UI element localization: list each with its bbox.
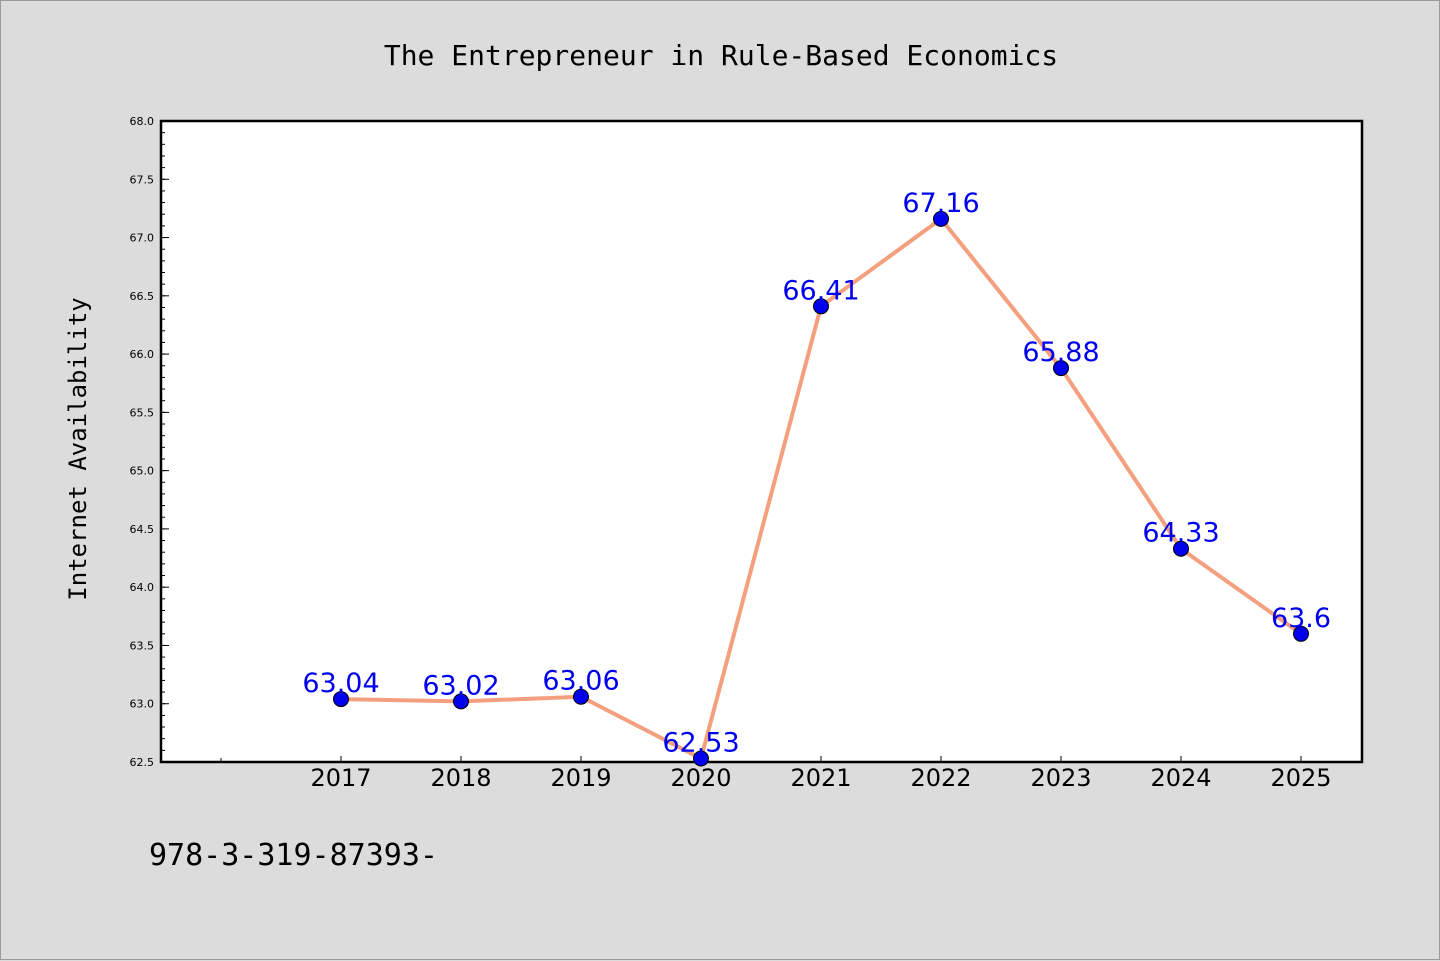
data-label: 63.06 <box>542 666 619 697</box>
y-tick-label: 66.0 <box>130 348 155 361</box>
y-axis: 62.5 63.0 63.5 64.0 64.5 65.0 65.5 66.0 66.5 67.0… <box>130 115 169 769</box>
x-tick-label: 2024 <box>1150 764 1211 792</box>
x-tick-label: 2018 <box>430 764 491 792</box>
data-point <box>1173 540 1189 557</box>
data-point <box>693 750 709 767</box>
x-tick-label: 2022 <box>910 764 971 792</box>
footer-code: 978-3-319-87393- <box>149 838 438 873</box>
y-tick-label: 65.5 <box>130 406 155 419</box>
y-tick-label: 62.5 <box>130 756 155 769</box>
data-point <box>453 693 469 710</box>
x-tick-label: 2019 <box>550 764 611 792</box>
data-label: 67.16 <box>902 188 979 219</box>
data-label: 63.04 <box>302 668 379 699</box>
data-label: 64.33 <box>1142 518 1219 549</box>
data-point <box>333 691 349 708</box>
y-tick-label: 67.5 <box>130 173 155 186</box>
y-tick-label: 66.5 <box>130 290 155 303</box>
data-label: 65.88 <box>1022 337 1099 368</box>
x-tick-label: 2020 <box>670 764 731 792</box>
y-tick-label: 68.0 <box>130 115 155 128</box>
plot-area <box>159 119 1364 764</box>
data-point <box>1053 360 1069 377</box>
y-axis-label: Internet Availability <box>64 297 92 600</box>
y-tick-label: 64.0 <box>130 581 155 594</box>
data-label: 63.6 <box>1271 603 1331 634</box>
data-point <box>1293 625 1309 642</box>
data-points <box>333 210 1309 767</box>
data-point <box>933 210 949 227</box>
data-point <box>573 688 589 705</box>
data-labels: 63.04 63.02 63.06 62.53 66.41 67.16 65.88 64.33… <box>302 188 1331 759</box>
x-tick-label: 2025 <box>1270 764 1331 792</box>
y-tick-label: 63.5 <box>130 639 155 652</box>
y-tick-label: 65.0 <box>130 465 155 478</box>
data-label: 63.02 <box>422 670 499 701</box>
x-tick-label: 2021 <box>790 764 851 792</box>
data-label: 62.53 <box>662 728 739 759</box>
y-tick-label: 64.5 <box>130 523 155 536</box>
chart-title: The Entrepreneur in Rule-Based Economics <box>384 39 1058 72</box>
data-point <box>813 298 829 315</box>
x-tick-label: 2017 <box>310 764 371 792</box>
data-label: 66.41 <box>782 275 859 306</box>
x-axis: 2017 2018 2019 2020 2021 2022 2023 2024 2025 <box>220 756 1332 792</box>
y-tick-label: 63.0 <box>130 698 155 711</box>
x-tick-label: 2023 <box>1030 764 1091 792</box>
y-tick-label: 67.0 <box>130 232 155 245</box>
